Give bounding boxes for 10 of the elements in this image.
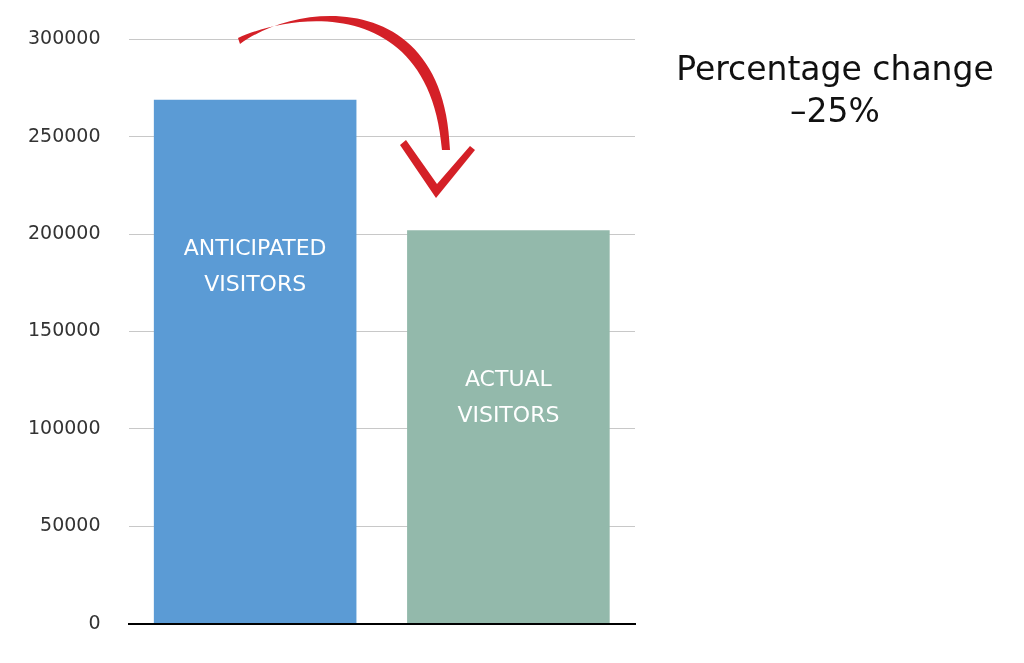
y-tick-label: 300000 xyxy=(28,26,101,49)
y-tick-label: 200000 xyxy=(28,221,101,244)
x-tick-label: ANTICIPATED VISITORS xyxy=(183,235,327,297)
x-tick-label: ACTUAL VISITORS xyxy=(457,365,560,427)
y-tick-label: 0 xyxy=(88,610,101,633)
text: Percentage change –25% xyxy=(675,48,995,132)
y-tick-label: 50000 xyxy=(40,513,101,536)
y-tick-label: 100000 xyxy=(28,415,101,438)
y-tick-label: 150000 xyxy=(28,318,101,341)
y-tick-label: 250000 xyxy=(28,123,101,146)
